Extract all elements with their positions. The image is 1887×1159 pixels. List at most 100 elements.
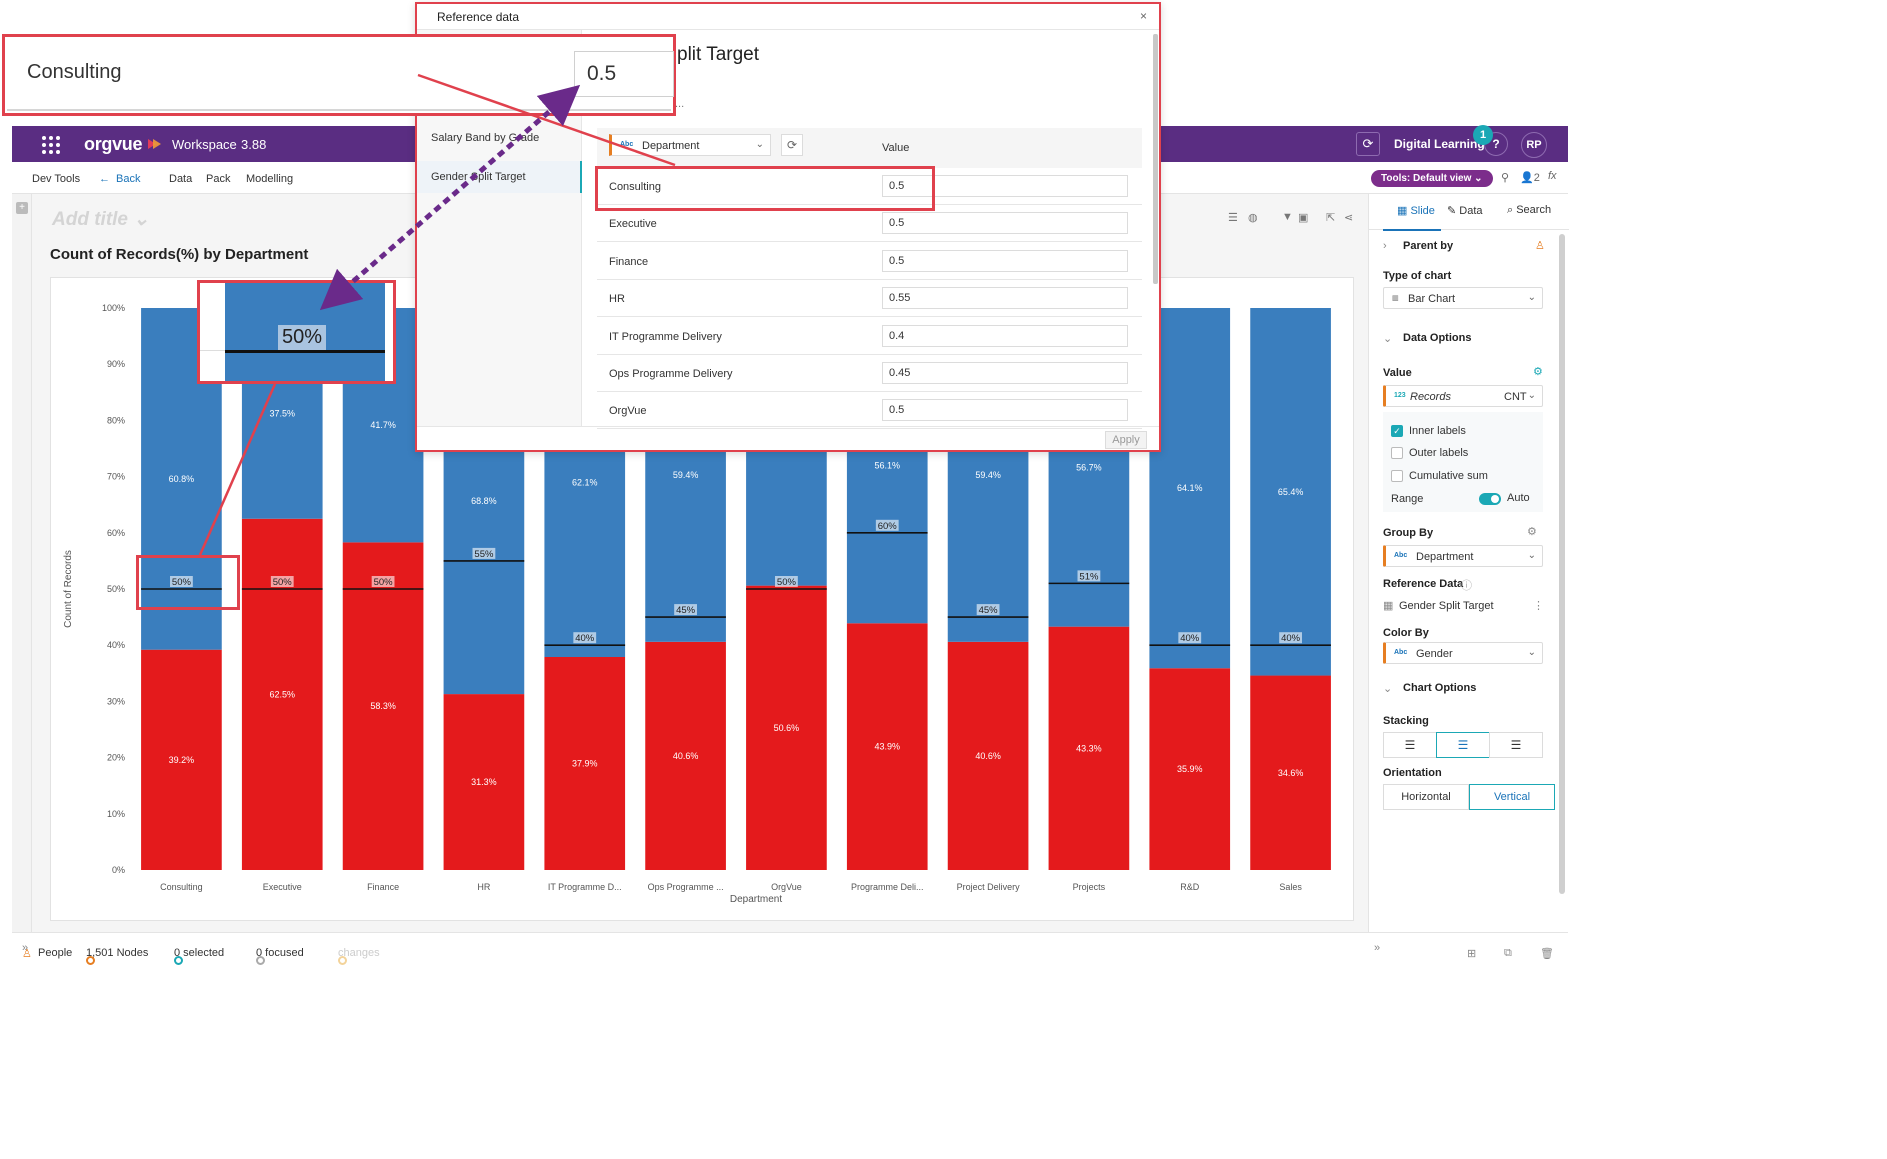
zoom-target-line — [225, 350, 385, 353]
outer-labels-checkbox[interactable] — [1391, 447, 1403, 459]
inner-labels-checkbox[interactable]: ✓ — [1391, 425, 1403, 437]
value-settings-gear-icon[interactable]: ⚙ — [1533, 366, 1543, 378]
pin-icon[interactable]: ⚲ — [1501, 172, 1510, 184]
data-options-label[interactable]: Data Options — [1403, 332, 1472, 344]
menu-modelling[interactable]: Modelling — [246, 173, 294, 185]
collapse-right-icon[interactable]: » — [1374, 942, 1381, 954]
palette-icon[interactable]: ◍ — [1248, 212, 1258, 224]
users-icon[interactable]: 👤2 — [1520, 172, 1540, 184]
bar-data-label: 41.7% — [370, 420, 396, 430]
zoom-target-label: 50% — [278, 325, 327, 350]
reference-row-value-input[interactable]: 0.5 — [882, 399, 1128, 422]
reference-row-value-input[interactable]: 0.5 — [882, 212, 1128, 235]
avatar[interactable]: RP — [1521, 132, 1547, 158]
dialog-title: Reference data — [437, 10, 520, 24]
stacking-label: Stacking — [1383, 715, 1429, 727]
group-by-gear-icon[interactable]: ⚙ — [1527, 526, 1537, 538]
back-arrow-icon[interactable]: ← — [99, 173, 110, 185]
parent-by-label[interactable]: Parent by — [1403, 240, 1454, 252]
copy-icon[interactable]: ▣ — [1298, 212, 1309, 224]
add-icon[interactable]: ⊞ — [1467, 948, 1477, 960]
app-launcher-icon[interactable] — [42, 136, 60, 154]
menu-pack[interactable]: Pack — [206, 173, 231, 185]
zoom-callout-consulting: Consulting 0.5 — [2, 34, 676, 116]
refresh-button[interactable]: ⟳ — [1356, 132, 1380, 156]
duplicate-icon[interactable]: ⧉ — [1504, 947, 1512, 959]
reference-row-value-input[interactable]: 0.55 — [882, 287, 1128, 310]
tab-search[interactable]: ⌕ Search — [1507, 204, 1551, 217]
formula-button[interactable]: fx — [1548, 170, 1557, 182]
stacking-right-button[interactable]: ☰ — [1489, 732, 1543, 758]
workspace-label: Workspace — [172, 137, 237, 152]
tab-slide[interactable]: ▦ Slide — [1383, 204, 1441, 231]
export-icon[interactable]: ⇱ — [1326, 212, 1336, 224]
x-tick-label: Sales — [1279, 882, 1302, 892]
refresh-icon[interactable]: ⟳ — [781, 134, 803, 156]
reference-label-bg — [573, 632, 597, 644]
y-tick-label: 80% — [107, 415, 125, 425]
reference-row-value-input[interactable]: 0.45 — [882, 362, 1128, 384]
delete-icon[interactable]: 🗑 — [1540, 948, 1554, 960]
reference-label-bg — [1178, 632, 1202, 644]
dialog-scrollbar[interactable] — [1153, 34, 1158, 284]
reference-row-value-input[interactable]: 0.4 — [882, 324, 1128, 347]
share-icon[interactable]: ⋖ — [1344, 212, 1354, 224]
more-options-icon[interactable]: ⋮ — [1533, 600, 1544, 612]
stacking-center-button[interactable]: ☰ — [1436, 732, 1490, 758]
chevron-down-icon: ⌄ — [1527, 647, 1536, 658]
sidebar-item-salary-band[interactable]: Salary Band by Grade — [431, 132, 540, 144]
chevron-down-icon: ⌄ — [755, 139, 764, 150]
parent-by-chevron-icon[interactable]: › — [1383, 240, 1387, 252]
zoom-divider — [7, 109, 671, 111]
selected-dot-icon — [174, 956, 183, 965]
reference-data-value[interactable]: Gender Split Target — [1399, 600, 1494, 612]
tab-data[interactable]: ✎ Data — [1447, 204, 1483, 217]
notification-badge[interactable]: 1 — [1473, 125, 1493, 145]
color-by-select[interactable]: Abc Gender ⌄ — [1383, 642, 1543, 664]
cumulative-sum-checkbox[interactable] — [1391, 470, 1403, 482]
chart-options-chevron-icon[interactable]: ⌄ — [1383, 683, 1393, 695]
add-slide-icon[interactable]: + — [16, 202, 28, 214]
orientation-vertical-button[interactable]: Vertical — [1469, 784, 1555, 810]
range-toggle[interactable] — [1479, 493, 1501, 505]
people-label[interactable]: People — [38, 947, 73, 959]
stacking-left-button[interactable]: ☰ — [1383, 732, 1437, 758]
user-name[interactable]: Digital Learning — [1394, 137, 1485, 151]
filter-icon[interactable]: ▼ — [1282, 211, 1293, 223]
bar-data-label: 39.2% — [169, 755, 195, 765]
reference-row-department: Ops Programme Delivery — [609, 368, 733, 380]
reference-row-value-input[interactable]: 0.5 — [882, 175, 1128, 197]
x-tick-label: Projects — [1073, 882, 1106, 892]
panel-scrollbar[interactable] — [1559, 234, 1565, 894]
collapse-left-icon[interactable]: » — [22, 942, 29, 954]
menu-data[interactable]: Data — [169, 173, 193, 185]
reference-label: 40% — [1180, 633, 1200, 644]
orientation-horizontal-button[interactable]: Horizontal — [1383, 784, 1469, 810]
reference-label: 45% — [676, 605, 696, 616]
x-tick-label: Executive — [263, 882, 302, 892]
tab-search-label: Search — [1516, 204, 1552, 216]
list-icon[interactable]: ☰ — [1228, 212, 1238, 224]
zoom-value-box: 0.5 — [574, 51, 674, 97]
sidebar-item-gender-split[interactable]: Gender Split Target — [417, 161, 582, 193]
add-title-field[interactable]: Add title ⌄ — [52, 209, 150, 230]
bar-segment — [1048, 626, 1130, 870]
group-by-select[interactable]: Abc Department ⌄ — [1383, 545, 1543, 567]
x-tick-label: Project Delivery — [957, 882, 1021, 892]
close-icon[interactable]: × — [1139, 9, 1147, 23]
value-field-select[interactable]: 123 Records CNT ⌄ — [1383, 385, 1543, 407]
tools-view-dropdown[interactable]: Tools: Default view ⌄ — [1371, 170, 1493, 187]
menu-dev-tools[interactable]: Dev Tools — [32, 173, 81, 185]
orientation-label: Orientation — [1383, 767, 1442, 779]
info-icon[interactable]: ⓘ — [1461, 580, 1472, 592]
back-link[interactable]: Back — [116, 173, 141, 185]
y-tick-label: 90% — [107, 359, 125, 369]
department-select[interactable]: Abc Department ⌄ — [609, 134, 771, 156]
chart-type-select[interactable]: ▥ Bar Chart ⌄ — [1383, 287, 1543, 309]
apply-button[interactable]: Apply — [1105, 431, 1147, 449]
reference-data-label: Reference Data — [1383, 578, 1464, 590]
chart-options-label[interactable]: Chart Options — [1403, 682, 1477, 694]
reference-row-value-input[interactable]: 0.5 — [882, 249, 1128, 272]
data-options-chevron-icon[interactable]: ⌄ — [1383, 333, 1393, 345]
reference-row: HR 0.55 — [597, 280, 1142, 318]
